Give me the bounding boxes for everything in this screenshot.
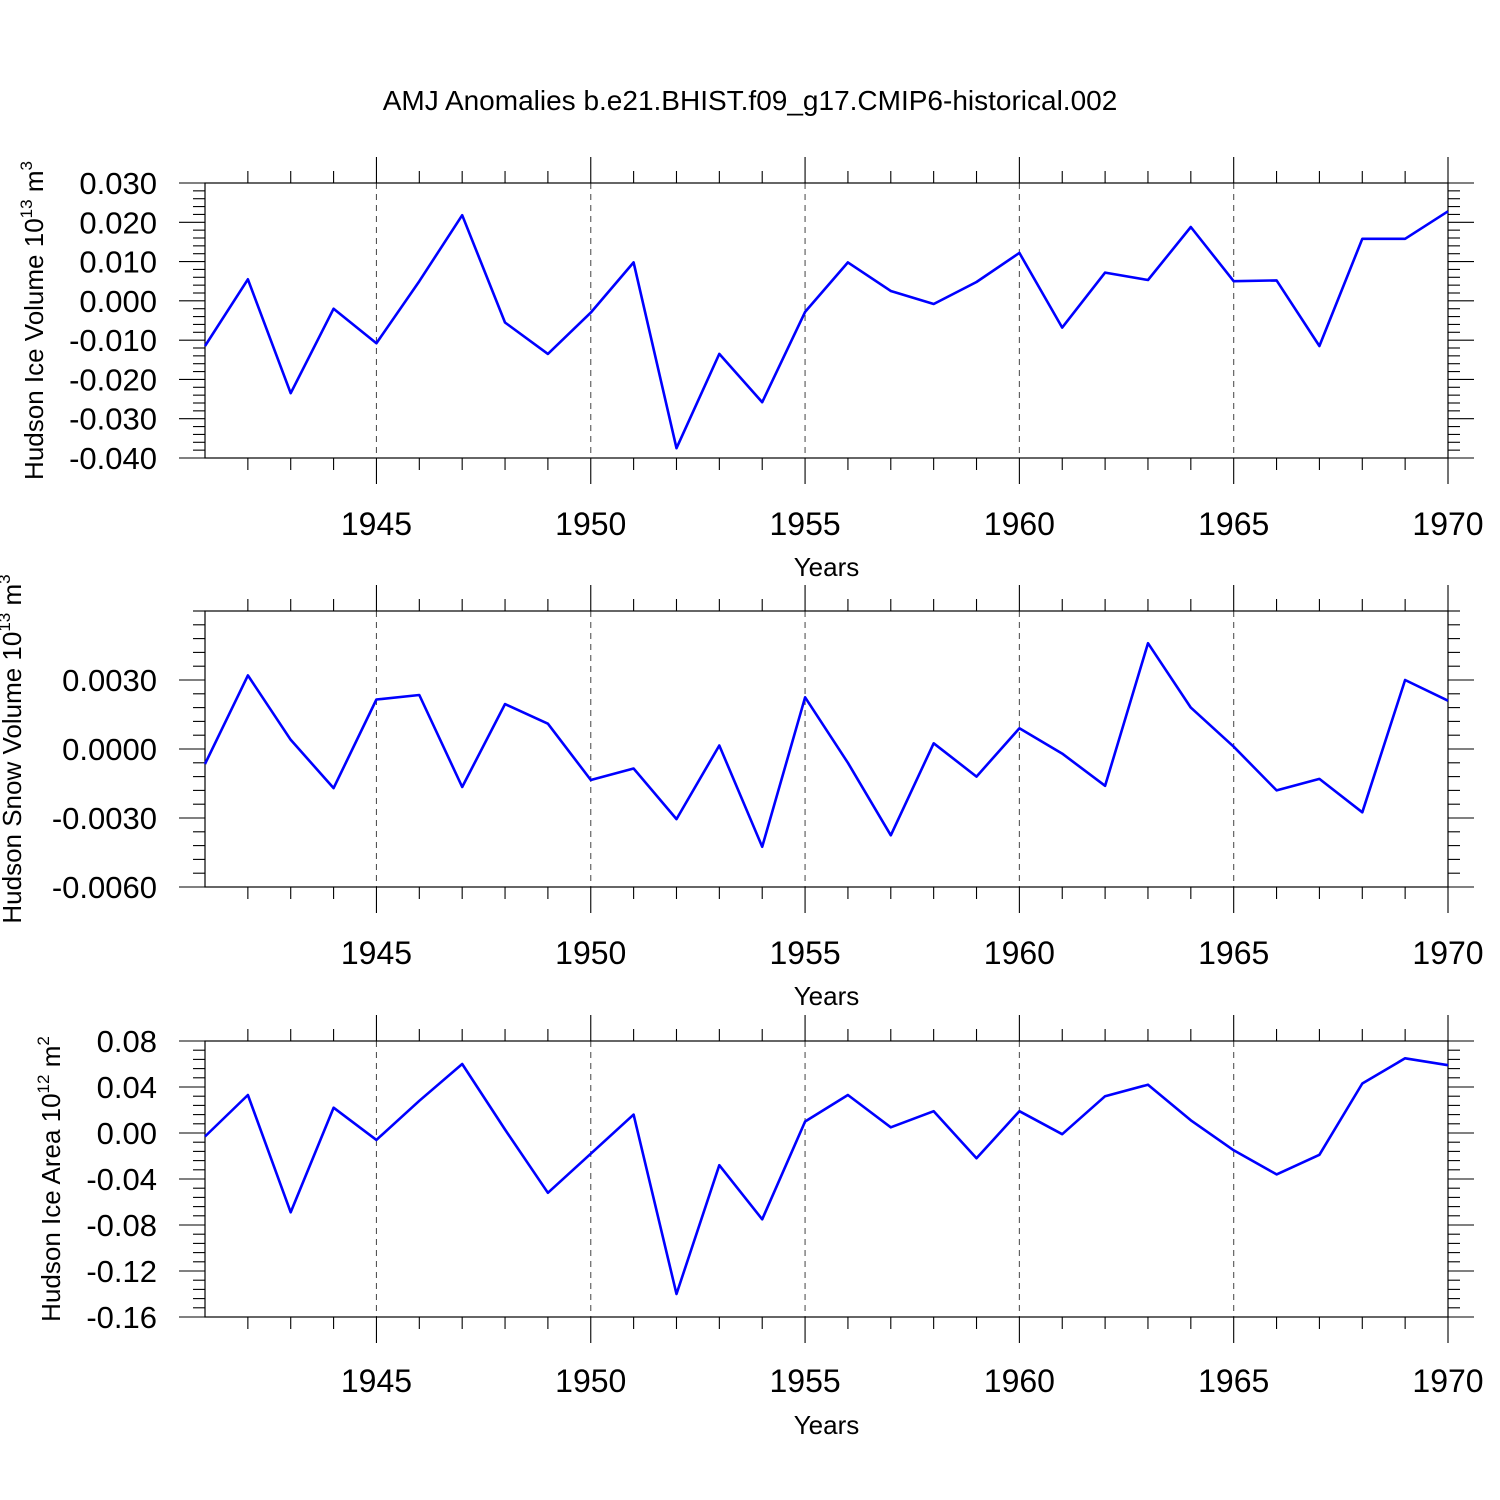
y-tick-label: 0.030 — [79, 166, 157, 201]
x-tick-label: 1950 — [555, 935, 626, 971]
x-tick-label: 1950 — [555, 1363, 626, 1399]
y-tick-label: -0.16 — [86, 1300, 157, 1335]
y-axis-label: Hudson Snow Volume 1013 m3 — [0, 574, 27, 923]
plot-frame — [204, 182, 1449, 459]
y-axis-label: Hudson Ice Area 1012 m2 — [34, 1036, 66, 1322]
x-axis-label: Years — [794, 552, 860, 582]
y-tick-label: -0.08 — [86, 1208, 157, 1243]
plot-frame — [204, 1040, 1449, 1318]
x-axis-label: Years — [794, 981, 860, 1011]
x-tick-label: 1945 — [341, 506, 412, 542]
x-tick-label: 1945 — [341, 1363, 412, 1399]
data-line — [204, 1057, 1449, 1296]
x-tick-label: 1960 — [984, 1363, 1055, 1399]
x-tick-label: 1950 — [555, 506, 626, 542]
y-tick-label: 0.000 — [79, 284, 157, 319]
y-axis-label-unit: m — [36, 1046, 66, 1075]
y-axis-label-unit: m — [0, 584, 27, 613]
y-axis-label-exponent: 13 — [17, 199, 36, 218]
y-tick-label: -0.040 — [69, 441, 157, 476]
y-tick-label: -0.12 — [86, 1254, 157, 1289]
data-line — [203, 641, 1449, 849]
x-tick-label: 1965 — [1198, 935, 1269, 971]
y-tick-label: 0.010 — [79, 245, 157, 280]
y-axis-label-exponent: 13 — [0, 613, 14, 632]
y-tick-label: -0.0060 — [52, 870, 157, 905]
y-tick-label: -0.04 — [86, 1162, 157, 1197]
x-tick-label: 1960 — [984, 506, 1055, 542]
chart-title: AMJ Anomalies b.e21.BHIST.f09_g17.CMIP6-… — [383, 85, 1118, 116]
x-tick-label: 1955 — [769, 935, 840, 971]
plot-frame — [204, 610, 1449, 888]
y-axis-label-unit-exponent: 3 — [0, 574, 14, 583]
y-axis-label: Hudson Ice Volume 1013 m3 — [17, 161, 49, 480]
y-axis-label-exponent: 12 — [34, 1075, 53, 1094]
x-tick-label: 1960 — [984, 935, 1055, 971]
y-axis-label-text: Hudson Snow Volume 10 — [0, 632, 27, 924]
panel-3: 0.08 0.04 0.00 -0.04 -0.08 -0.12 -0.16 1945 1950… — [34, 1015, 1484, 1440]
y-tick-label: 0.00 — [97, 1116, 157, 1151]
y-tick-label: 0.0000 — [62, 732, 157, 767]
x-tick-label: 1970 — [1412, 935, 1483, 971]
x-tick-label: 1965 — [1198, 1363, 1269, 1399]
y-axis-label-unit-exponent: 3 — [17, 161, 36, 170]
x-tick-label: 1970 — [1412, 506, 1483, 542]
y-tick-label: 0.08 — [97, 1024, 157, 1059]
y-axis-label-unit: m — [19, 171, 49, 200]
y-tick-label: -0.010 — [69, 323, 157, 358]
y-tick-label: -0.020 — [69, 362, 157, 397]
x-tick-label: 1955 — [769, 506, 840, 542]
x-tick-label: 1970 — [1412, 1363, 1483, 1399]
y-axis-label-text: Hudson Ice Area 10 — [36, 1093, 66, 1321]
x-axis-label: Years — [794, 1410, 860, 1440]
y-tick-label: -0.030 — [69, 402, 157, 437]
x-tick-label: 1945 — [341, 935, 412, 971]
y-tick-label: 0.04 — [97, 1070, 157, 1105]
y-axis-label-unit-exponent: 2 — [34, 1036, 53, 1045]
x-tick-label: 1965 — [1198, 506, 1269, 542]
panel-1: 0.030 0.020 0.010 0.000 -0.010 -0.020 -0.030 -0… — [17, 157, 1484, 582]
y-tick-label: 0.0030 — [62, 663, 157, 698]
y-tick-label: 0.020 — [79, 205, 157, 240]
y-axis-label-text: Hudson Ice Volume 10 — [19, 218, 49, 480]
x-tick-label: 1955 — [769, 1363, 840, 1399]
y-tick-label: -0.0030 — [52, 801, 157, 836]
data-line — [203, 210, 1449, 450]
panel-2: 0.0030 0.0000 -0.0030 -0.0060 1945 1950 1955 19… — [0, 574, 1484, 1011]
